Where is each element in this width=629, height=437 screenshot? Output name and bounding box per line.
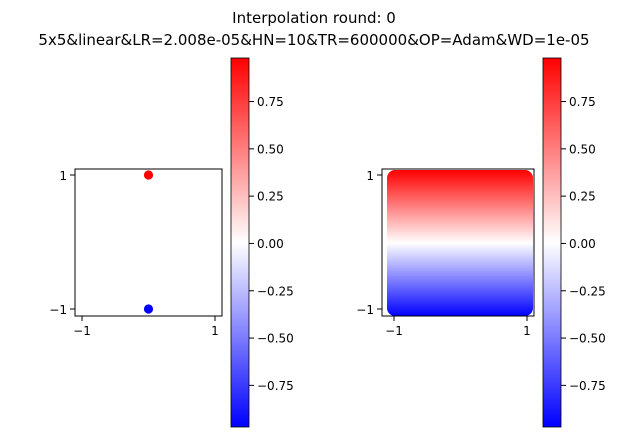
- left-ytick-label-bottom: −1: [49, 303, 67, 317]
- left-xtick-label-left: −1: [73, 324, 91, 338]
- right-xtick-label-left: −1: [385, 324, 403, 338]
- left-colorbar-tick-label-1: 0.50: [257, 142, 284, 156]
- right-colorbar: 0.75 0.50 0.25 0.00 −0.25 −0.50 −0.75: [542, 57, 606, 428]
- left-colorbar-tick-label-3: 0.00: [257, 237, 284, 251]
- left-axes-frame: [74, 168, 223, 317]
- right-ytick-label-top: 1: [366, 169, 374, 183]
- left-colorbar-tick-label-0: 0.75: [257, 95, 284, 109]
- right-colorbar-tick-label-1: 0.50: [569, 142, 596, 156]
- left-colorbar: 0.75 0.50 0.25 0.00 −0.25 −0.50 −0.75: [230, 57, 294, 428]
- figure-title: Interpolation round: 0: [232, 9, 396, 27]
- right-colorbar-tick-label-4: −0.25: [569, 284, 606, 298]
- right-ytick-label-bottom: −1: [356, 303, 374, 317]
- right-heatmap-panel: 1 −1 −1 1: [356, 168, 535, 338]
- right-colorbar-gradient: [542, 57, 562, 428]
- right-colorbar-tick-label-5: −0.50: [569, 332, 606, 346]
- left-scatter-points: [143, 170, 154, 314]
- left-colorbar-tick-label-5: −0.50: [257, 332, 294, 346]
- right-colorbar-tick-label-3: 0.00: [569, 237, 596, 251]
- left-colorbar-tick-label-6: −0.75: [257, 379, 294, 393]
- left-xtick-label-right: 1: [211, 324, 219, 338]
- right-xtick-label-right: 1: [523, 324, 531, 338]
- scatter-point-1: [143, 304, 154, 314]
- right-colorbar-tick-label-2: 0.25: [569, 190, 596, 204]
- left-colorbar-ticks: 0.75 0.50 0.25 0.00 −0.25 −0.50 −0.75: [249, 95, 294, 393]
- left-colorbar-gradient: [230, 57, 250, 428]
- left-colorbar-tick-label-4: −0.25: [257, 284, 294, 298]
- right-colorbar-tick-label-6: −0.75: [569, 379, 606, 393]
- left-ytick-label-top: 1: [59, 169, 67, 183]
- right-axes-frame: [381, 168, 535, 317]
- left-scatter-panel: 1 −1 −1 1: [49, 168, 223, 338]
- heatmap-image: [387, 170, 533, 316]
- figure-subtitle: 5x5&linear&LR=2.008e-05&HN=10&TR=600000&…: [38, 31, 589, 49]
- scatter-point-0: [143, 170, 154, 180]
- right-colorbar-ticks: 0.75 0.50 0.25 0.00 −0.25 −0.50 −0.75: [561, 95, 606, 393]
- left-colorbar-tick-label-2: 0.25: [257, 190, 284, 204]
- right-colorbar-tick-label-0: 0.75: [569, 95, 596, 109]
